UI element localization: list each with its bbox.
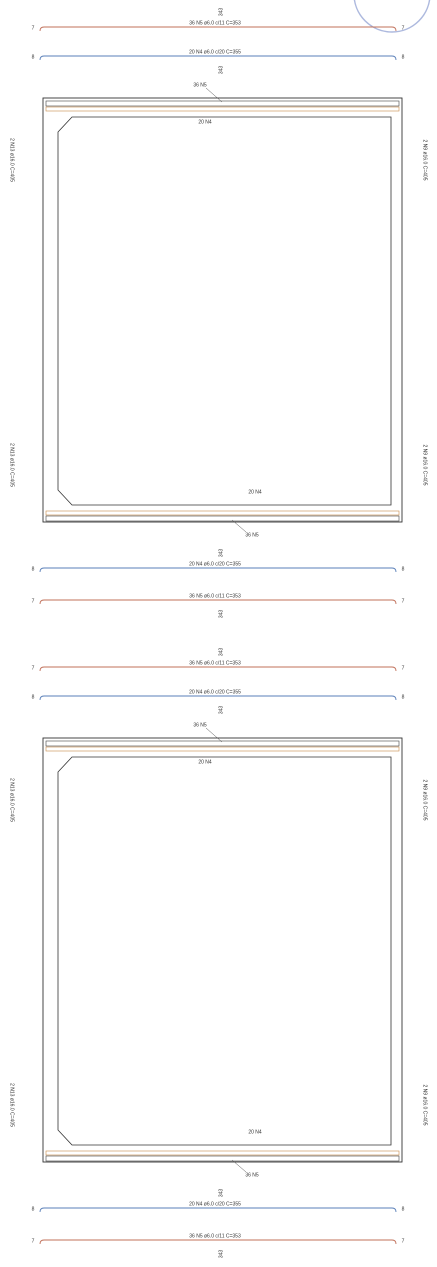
top-strip: [45, 740, 400, 747]
dimension: 343: [218, 8, 224, 17]
rebar: [39, 55, 397, 61]
dimension: 343: [218, 706, 224, 715]
side-label: 2 N9 ø16.0 C=405: [422, 140, 428, 181]
rebar-end: 8: [402, 1206, 405, 1212]
rebar: [39, 1239, 397, 1245]
rebar-end: 8: [402, 566, 405, 572]
rebar: [39, 567, 397, 573]
rebar: [39, 666, 397, 672]
rebar-label: 20 N4 ø6.0 c/20 C=355: [189, 561, 241, 567]
rebar-label: 36 N5 ø6.0 c/11 C=353: [189, 593, 241, 599]
label: 20 N4: [198, 759, 212, 765]
rebar-end: 8: [32, 566, 35, 572]
rebar-label: 36 N5 ø6.0 c/11 C=353: [189, 1233, 241, 1239]
rebar-end: 7: [32, 1238, 35, 1244]
side-label: 2 N9 ø16.0 C=405: [422, 1085, 428, 1126]
label: 36 N5: [193, 722, 207, 728]
leader: [231, 1159, 247, 1173]
dimension: 343: [218, 1250, 224, 1259]
dimension: 343: [218, 549, 224, 558]
dimension: 343: [218, 1189, 224, 1198]
side-label: 2 N13 ø16.0 C=405: [9, 1083, 15, 1127]
top-strip: [45, 100, 400, 107]
bottom-strip: [45, 510, 400, 516]
rebar-end: 7: [32, 598, 35, 604]
rebar-end: 7: [32, 25, 35, 31]
top-strip: [45, 106, 400, 112]
leader: [205, 727, 223, 743]
side-label: 2 N9 ø16.0 C=405: [422, 780, 428, 821]
rebar-end: 7: [402, 598, 405, 604]
stirrup: [57, 116, 392, 506]
dimension: 343: [218, 66, 224, 75]
side-label: 2 N13 ø16.0 C=405: [9, 778, 15, 822]
side-label: 2 N13 ø16.0 C=405: [9, 443, 15, 487]
side-label: 2 N9 ø16.0 C=405: [422, 445, 428, 486]
label: 36 N5: [245, 532, 259, 538]
label: 36 N5: [245, 1172, 259, 1178]
label: 36 N5: [193, 82, 207, 88]
label: 20 N4: [248, 489, 262, 495]
rebar-end: 8: [32, 1206, 35, 1212]
rebar: [39, 26, 397, 32]
rebar: [39, 1207, 397, 1213]
bottom-strip: [45, 515, 400, 522]
rebar-end: 8: [32, 694, 35, 700]
bottom-strip: [45, 1155, 400, 1162]
dimension: 343: [218, 648, 224, 657]
rebar-label: 36 N5 ø6.0 c/11 C=353: [189, 20, 241, 26]
dimension: 343: [218, 610, 224, 619]
slab-outline: [42, 737, 403, 1163]
stirrup: [57, 756, 392, 1146]
rebar-end: 8: [402, 694, 405, 700]
leader: [231, 519, 247, 533]
rebar-label: 20 N4 ø6.0 c/20 C=355: [189, 1201, 241, 1207]
rebar-end: 7: [402, 25, 405, 31]
label: 20 N4: [248, 1129, 262, 1135]
stamp: [353, 0, 431, 33]
rebar: [39, 599, 397, 605]
side-label: 2 N13 ø16.0 C=405: [9, 138, 15, 182]
leader: [205, 87, 223, 103]
rebar-end: 8: [32, 54, 35, 60]
rebar-end: 7: [32, 665, 35, 671]
bottom-strip: [45, 1150, 400, 1156]
top-strip: [45, 746, 400, 752]
rebar-label: 20 N4 ø6.0 c/20 C=355: [189, 49, 241, 55]
rebar-end: 8: [402, 54, 405, 60]
rebar-end: 7: [402, 1238, 405, 1244]
rebar-label: 36 N5 ø6.0 c/11 C=353: [189, 660, 241, 666]
rebar-end: 7: [402, 665, 405, 671]
rebar: [39, 695, 397, 701]
rebar-label: 20 N4 ø6.0 c/20 C=355: [189, 689, 241, 695]
label: 20 N4: [198, 119, 212, 125]
slab-outline: [42, 97, 403, 523]
